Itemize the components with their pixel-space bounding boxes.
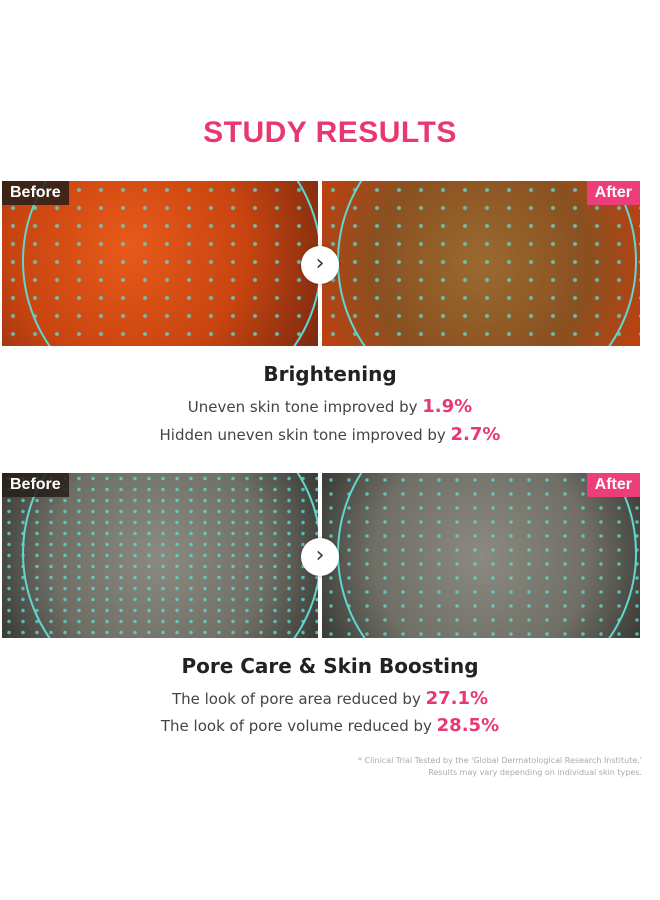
after-image: After xyxy=(322,473,640,638)
before-label: Before xyxy=(2,181,69,205)
after-image: After xyxy=(322,181,640,346)
result-line: The look of pore area reduced by 27.1% xyxy=(171,688,489,709)
result-line: The look of pore volume reduced by 28.5% xyxy=(160,715,500,736)
after-label: After xyxy=(586,473,640,497)
section-heading: Pore Care & Skin Boosting xyxy=(181,654,479,678)
page-title: STUDY RESULTS xyxy=(203,116,457,149)
pore-comparison: Before After › xyxy=(2,473,640,638)
brightening-comparison: Before After › xyxy=(2,181,640,346)
chevron-right-icon: › xyxy=(301,246,339,284)
result-line: Hidden uneven skin tone improved by 2.7% xyxy=(159,424,501,445)
before-image: Before xyxy=(2,473,318,638)
after-label: After xyxy=(586,181,640,205)
result-line: Uneven skin tone improved by 1.9% xyxy=(187,396,473,417)
footnote: * Clinical Trial Tested by the 'Global D… xyxy=(357,756,642,777)
before-label: Before xyxy=(2,473,69,497)
section-heading: Brightening xyxy=(263,362,397,386)
before-image: Before xyxy=(2,181,318,346)
chevron-right-icon: › xyxy=(301,538,339,576)
